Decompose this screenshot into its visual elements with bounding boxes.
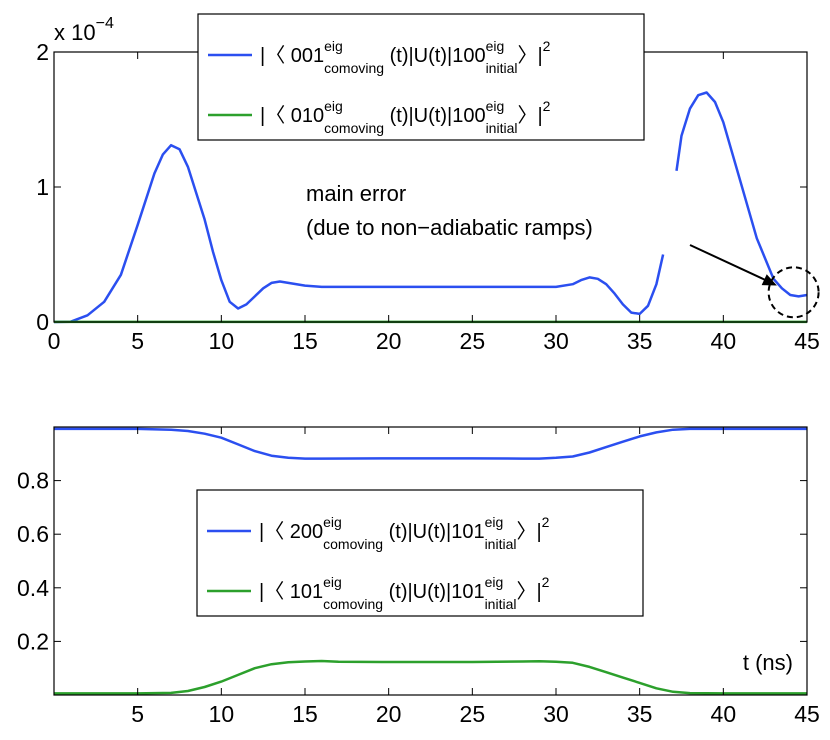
annotation-line-1: main error [306,181,406,206]
x-tick-label: 15 [292,701,318,727]
y-tick-label: 0.4 [17,575,49,601]
legend-entry-2: |〈 010eig comoving (t)|U(t)|100eig initial… [208,98,551,136]
annotation-arrowhead [761,274,777,286]
x-tick-label: 25 [460,701,486,727]
legend-box [196,489,644,617]
legend-label: |〈 200eig comoving (t)|U(t)|101eig initial… [259,514,550,552]
y-tick-label: 0 [36,309,49,335]
y-exponent-label: x 10−4 [54,15,114,45]
plot-frame [53,426,808,696]
legend: |〈 200eig comoving (t)|U(t)|101eig initial… [196,489,644,617]
series-line-2 [54,659,807,695]
legend-box [197,13,645,141]
x-tick-label: 5 [131,701,144,727]
x-tick-label: 5 [131,328,144,354]
x-tick-label: 25 [460,328,486,354]
legend-entry-2: |〈 101eig comoving (t)|U(t)|101eig initial… [207,574,550,612]
x-tick-label: 0 [48,328,61,354]
y-tick-label: 0.6 [17,521,49,547]
x-axis-label: t (ns) [743,650,793,675]
legend-label: |〈 001eig comoving (t)|U(t)|100eig initial… [260,38,551,76]
x-tick-label: 30 [543,701,569,727]
legend-label: |〈 101eig comoving (t)|U(t)|101eig initial… [259,574,550,612]
top-panel: 0 5 10 15 20 25 30 35 40 45 0 1 2x 10−4 |〈 001eig como… [36,13,820,354]
bottom-panel: 5 10 15 20 25 30 35 40 45 0.2 0.4 0.6 0.8 t (ns) |〈 20… [17,426,820,727]
y-tick-label: 1 [36,174,49,200]
y-tick-label: 2 [36,39,49,65]
x-tick-label: 10 [209,328,235,354]
x-tick-label: 45 [794,701,820,727]
legend: |〈 001eig comoving (t)|U(t)|100eig initial… [197,13,645,141]
x-tick-label: 45 [794,328,820,354]
x-tick-label: 40 [711,328,737,354]
annotation-line-2: (due to non−adiabatic ramps) [306,215,593,240]
x-tick-label: 20 [376,701,402,727]
y-tick-label: 0.8 [17,468,49,494]
x-tick-label: 35 [627,328,653,354]
annotation-arrow [689,244,772,284]
x-tick-label: 35 [627,701,653,727]
series-line-1 [54,427,807,460]
x-tick-label: 10 [209,701,235,727]
legend-entry-1: |〈 001eig comoving (t)|U(t)|100eig initial… [208,38,551,76]
series-line-1-seg-1 [53,143,665,324]
x-tick-label: 40 [711,701,737,727]
legend-label: |〈 010eig comoving (t)|U(t)|100eig initial… [260,98,551,136]
x-tick-label: 30 [543,328,569,354]
series-line-1-seg-2 [675,91,808,298]
legend-entry-1: |〈 200eig comoving (t)|U(t)|101eig initial… [207,514,550,552]
y-tick-label: 0.2 [17,628,49,654]
x-tick-label: 20 [376,328,402,354]
x-tick-label: 15 [292,328,318,354]
error-highlight-circle [767,266,820,319]
